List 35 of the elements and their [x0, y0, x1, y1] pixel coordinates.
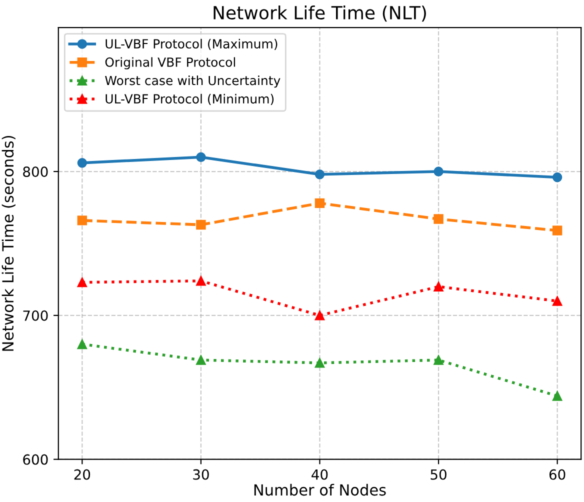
- point: [552, 226, 562, 236]
- point: [552, 172, 562, 182]
- x-tick-label: 20: [74, 469, 90, 480]
- point: [434, 355, 444, 365]
- chart-title: Network Life Time (NLT): [214, 6, 426, 22]
- legend-label: UL-VBF Protocol (Minimum): [106, 94, 274, 106]
- y-tick-label: 600: [23, 454, 48, 465]
- point: [552, 391, 562, 401]
- point: [314, 310, 325, 320]
- point: [196, 355, 206, 365]
- point: [77, 158, 88, 168]
- point: [434, 282, 444, 292]
- point: [314, 198, 325, 208]
- point: [77, 216, 88, 226]
- point: [314, 358, 325, 368]
- legend-label: Worst case with Uncertainty: [105, 76, 280, 88]
- point: [552, 296, 562, 306]
- point: [434, 214, 444, 224]
- legend-label: UL-VBF Protocol (Maximum): [106, 38, 278, 50]
- x-tick-label: 50: [430, 469, 446, 480]
- x-tick-label: 40: [312, 469, 328, 480]
- point: [196, 220, 206, 230]
- point: [196, 276, 206, 286]
- x-axis-title: Number of Nodes: [254, 484, 386, 496]
- y-tick-label: 700: [23, 310, 48, 321]
- legend-label: Original VBF Protocol: [105, 57, 236, 70]
- x-tick-label: 30: [193, 469, 209, 480]
- point: [314, 170, 325, 180]
- point: [196, 152, 206, 162]
- point: [434, 166, 444, 176]
- y-axis-title: Network Life Time (seconds): [2, 136, 16, 351]
- point: [77, 339, 88, 350]
- y-tick-label: 800: [23, 166, 48, 177]
- point: [77, 277, 88, 288]
- x-tick-label: 60: [549, 469, 566, 480]
